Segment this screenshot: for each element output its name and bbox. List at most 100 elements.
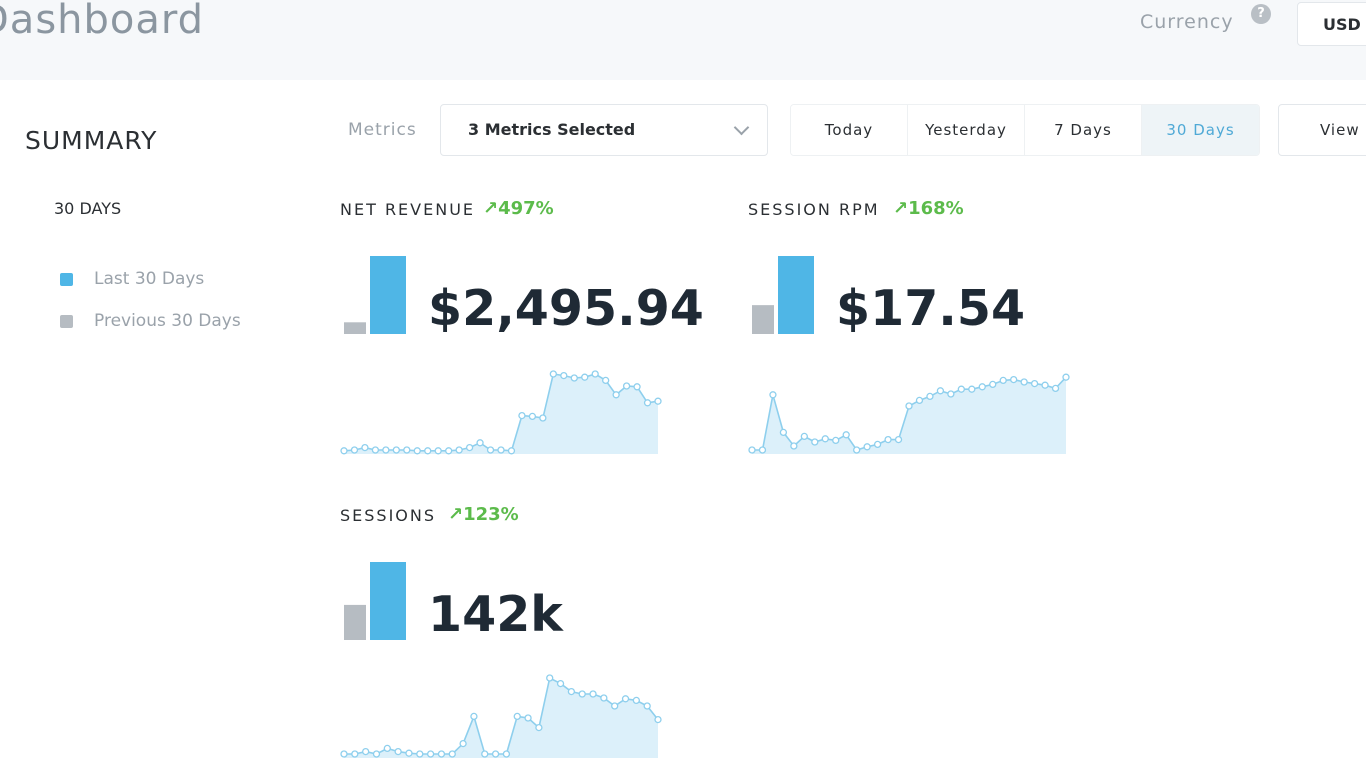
sparkline-point	[570, 374, 578, 382]
sparkline-point	[790, 442, 798, 450]
sparkline-point	[405, 749, 413, 757]
sparkline-point	[491, 750, 500, 758]
sparkline-point	[351, 750, 359, 758]
sparkline-point	[1020, 378, 1028, 386]
sparkline-point	[350, 446, 359, 454]
legend-item-previous: Previous 30 Days	[60, 311, 241, 331]
sparkline-point	[392, 446, 400, 454]
trend-up-icon: ↗	[483, 198, 499, 219]
chevron-down-icon	[733, 119, 750, 136]
sparkline-point	[821, 435, 829, 443]
bar-current-period	[370, 562, 406, 640]
sparkline-point	[371, 446, 380, 454]
sparkline-point	[413, 447, 421, 455]
sparkline-point	[811, 438, 819, 446]
sparkline-point	[556, 679, 565, 688]
legend-item-current: Last 30 Days	[60, 269, 204, 289]
sparkline-point	[507, 447, 516, 455]
sparkline-point	[445, 447, 453, 455]
metric-change-value: 497%	[498, 198, 554, 219]
sparkline-point	[481, 750, 489, 758]
range-button-7-days[interactable]: 7 Days	[1025, 105, 1142, 155]
metric-change-value: 123%	[463, 504, 519, 525]
view-button[interactable]: View d	[1278, 104, 1366, 156]
sparkline-point	[936, 387, 945, 395]
metrics-select[interactable]: 3 Metrics Selected	[440, 104, 768, 156]
sparkline-point	[403, 446, 411, 454]
sparkline-point	[873, 440, 882, 449]
comparison-bars	[344, 256, 406, 334]
sparkline-point	[497, 446, 505, 454]
sparkline-point	[513, 712, 521, 721]
metric-value: $2,495.94	[428, 280, 704, 337]
metric-change: ↗123%	[448, 504, 519, 525]
range-button-today[interactable]: Today	[791, 105, 908, 155]
sparkline-point	[915, 396, 924, 405]
legend-label-current: Last 30 Days	[94, 269, 205, 289]
sparkline-point	[1030, 379, 1039, 388]
sparkline-point	[455, 446, 463, 454]
sparkline-point	[416, 750, 424, 758]
summary-range-label: 30 DAYS	[54, 199, 122, 218]
metric-change: ↗497%	[483, 198, 554, 219]
currency-label: Currency	[1140, 11, 1234, 33]
sparkline-point	[978, 383, 986, 391]
bar-previous-period	[752, 305, 774, 334]
currency-select[interactable]: USD	[1297, 2, 1366, 46]
sparkline-point	[362, 747, 370, 756]
sparkline-point	[863, 443, 871, 451]
sparkline-point	[643, 399, 652, 407]
sparkline-chart	[748, 373, 1070, 454]
sparkline-point	[654, 397, 662, 405]
sparkline-point	[518, 411, 526, 420]
sparkline-point	[600, 694, 608, 702]
legend-swatch-previous	[60, 314, 73, 328]
sparkline-point	[884, 435, 892, 444]
bar-previous-period	[344, 322, 366, 334]
sparkline-point	[434, 447, 442, 455]
sparkline-point	[539, 414, 547, 422]
comparison-bars	[752, 256, 814, 334]
sparkline-point	[968, 385, 976, 393]
sparkline-point	[748, 446, 756, 454]
sparkline-point	[394, 747, 402, 756]
sparkline-point	[528, 412, 537, 421]
sparkline-point	[1062, 373, 1070, 381]
sparkline-point	[340, 750, 348, 758]
metric-change-value: 168%	[908, 198, 964, 219]
bar-previous-period	[344, 604, 366, 640]
sparkline-point	[340, 447, 348, 455]
sparkline-point	[361, 443, 369, 452]
range-button-30-days[interactable]: 30 Days	[1142, 105, 1259, 155]
range-button-yesterday[interactable]: Yesterday	[908, 105, 1025, 155]
sparkline-point	[437, 750, 446, 758]
metrics-label: Metrics	[348, 120, 417, 140]
sparkline-point	[448, 750, 456, 758]
sparkline-point	[800, 432, 808, 441]
sparkline-area	[752, 377, 1066, 454]
sparkline-point	[502, 750, 511, 758]
sparkline-point	[383, 744, 391, 753]
sparkline-point	[853, 446, 861, 454]
sparkline-point	[832, 436, 840, 445]
sparkline-area	[344, 678, 658, 758]
bar-current-period	[370, 256, 406, 334]
help-icon[interactable]: ?	[1251, 4, 1271, 24]
metric-value: 142k	[428, 586, 563, 643]
metric-name: NET REVENUE	[340, 200, 476, 219]
sparkline-point	[602, 376, 610, 385]
sparkline-point	[589, 690, 597, 698]
sparkline-point	[546, 674, 554, 682]
sparkline-point	[470, 712, 478, 721]
sparkline-point	[549, 370, 557, 378]
legend-swatch-current	[60, 272, 73, 286]
sparkline-point	[581, 373, 589, 381]
date-range-group: Today Yesterday 7 Days 30 Days	[790, 104, 1260, 156]
sparkline-point	[465, 443, 474, 452]
sparkline-point	[611, 702, 619, 710]
trend-up-icon: ↗	[893, 198, 909, 219]
sparkline-point	[769, 391, 777, 399]
sparkline-chart	[340, 674, 662, 758]
sparkline-point	[567, 687, 576, 696]
sparkline-point	[947, 390, 955, 398]
